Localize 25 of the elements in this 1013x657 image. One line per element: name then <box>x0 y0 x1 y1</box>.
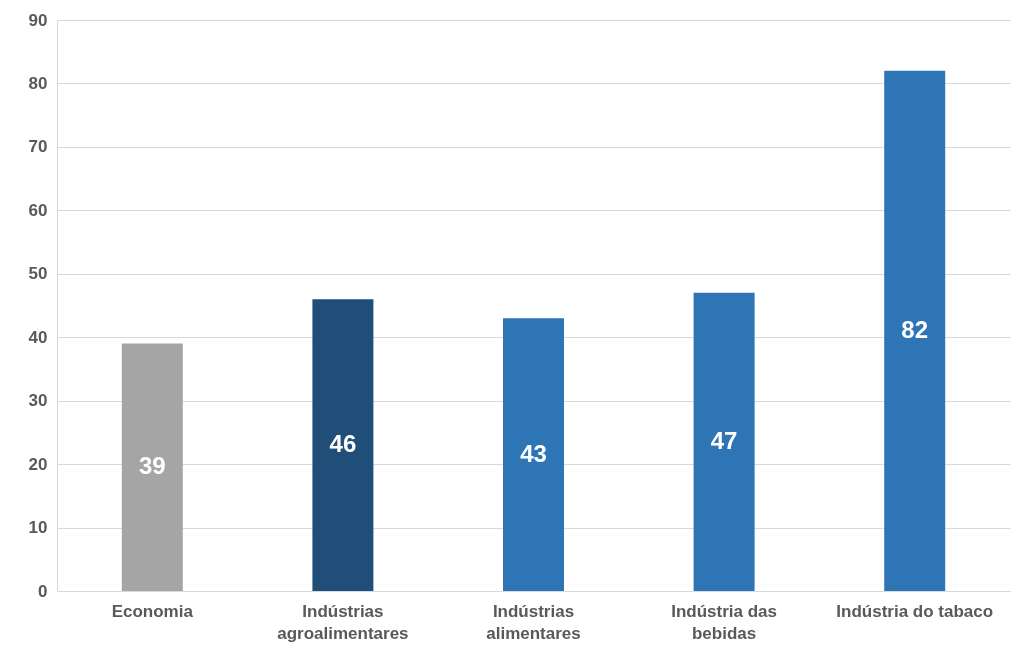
bar <box>693 292 755 591</box>
y-tick-label: 60 <box>28 200 48 220</box>
y-tick-label: 90 <box>28 10 48 30</box>
x-tick-label: Indústria das bebidas <box>671 601 778 643</box>
y-tick-label: 70 <box>28 137 48 157</box>
y-tick-label: 50 <box>28 264 48 284</box>
bar <box>503 318 564 591</box>
y-tick-label: 10 <box>28 518 48 538</box>
y-tick-label: 40 <box>28 327 48 347</box>
data-label: 43 <box>520 439 547 467</box>
x-tick-label: Indústrias alimentares <box>486 601 581 643</box>
x-tick-label: Indústrias agroalimentares <box>277 601 409 643</box>
y-tick-label: 30 <box>28 391 48 411</box>
bar <box>121 343 183 591</box>
bar <box>884 70 946 591</box>
x-tick-label: Economia <box>111 601 194 621</box>
y-tick-label: 0 <box>38 581 48 601</box>
data-label: 39 <box>138 452 166 480</box>
data-label: 46 <box>329 430 357 458</box>
y-tick-label: 80 <box>28 73 48 93</box>
bar <box>312 299 374 591</box>
y-tick-label: 20 <box>28 454 48 474</box>
data-label: 47 <box>710 426 738 454</box>
data-label: 82 <box>901 315 929 343</box>
x-tick-label: Indústria do tabaco <box>836 601 994 621</box>
